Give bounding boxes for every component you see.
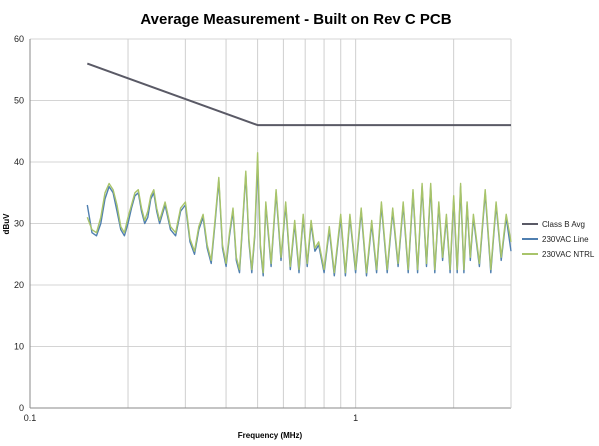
x-axis-label: Frequency (MHz): [238, 431, 303, 440]
y-tick-label: 50: [14, 96, 24, 106]
y-tick-label: 20: [14, 280, 24, 290]
legend-label: 230VAC Line: [542, 235, 589, 244]
series-line-class-b-avg: [86, 62, 511, 127]
x-tick-label: 0.1: [24, 413, 37, 423]
y-tick-label: 30: [14, 219, 24, 229]
legend-label: 230VAC NTRL: [542, 250, 595, 259]
series-layer: [86, 62, 512, 277]
x-tick-label: 1: [353, 413, 358, 423]
y-tick-label: 0: [19, 403, 24, 413]
grid: [29, 38, 512, 408]
y-tick-label: 10: [14, 342, 24, 352]
chart-title: Average Measurement - Built on Rev C PCB: [140, 11, 451, 28]
y-axis-label: dBuV: [2, 213, 11, 235]
legend: Class B Avg 230VAC Line 230VAC NTRL: [522, 220, 595, 259]
tick-labels: 0 10 20 30 40 50 60 0.1 1: [14, 34, 358, 423]
y-tick-label: 40: [14, 157, 24, 167]
series-line-230vac-ntrl: [86, 152, 512, 274]
y-tick-label: 60: [14, 34, 24, 44]
legend-label: Class B Avg: [542, 220, 585, 229]
axes: [29, 39, 512, 409]
